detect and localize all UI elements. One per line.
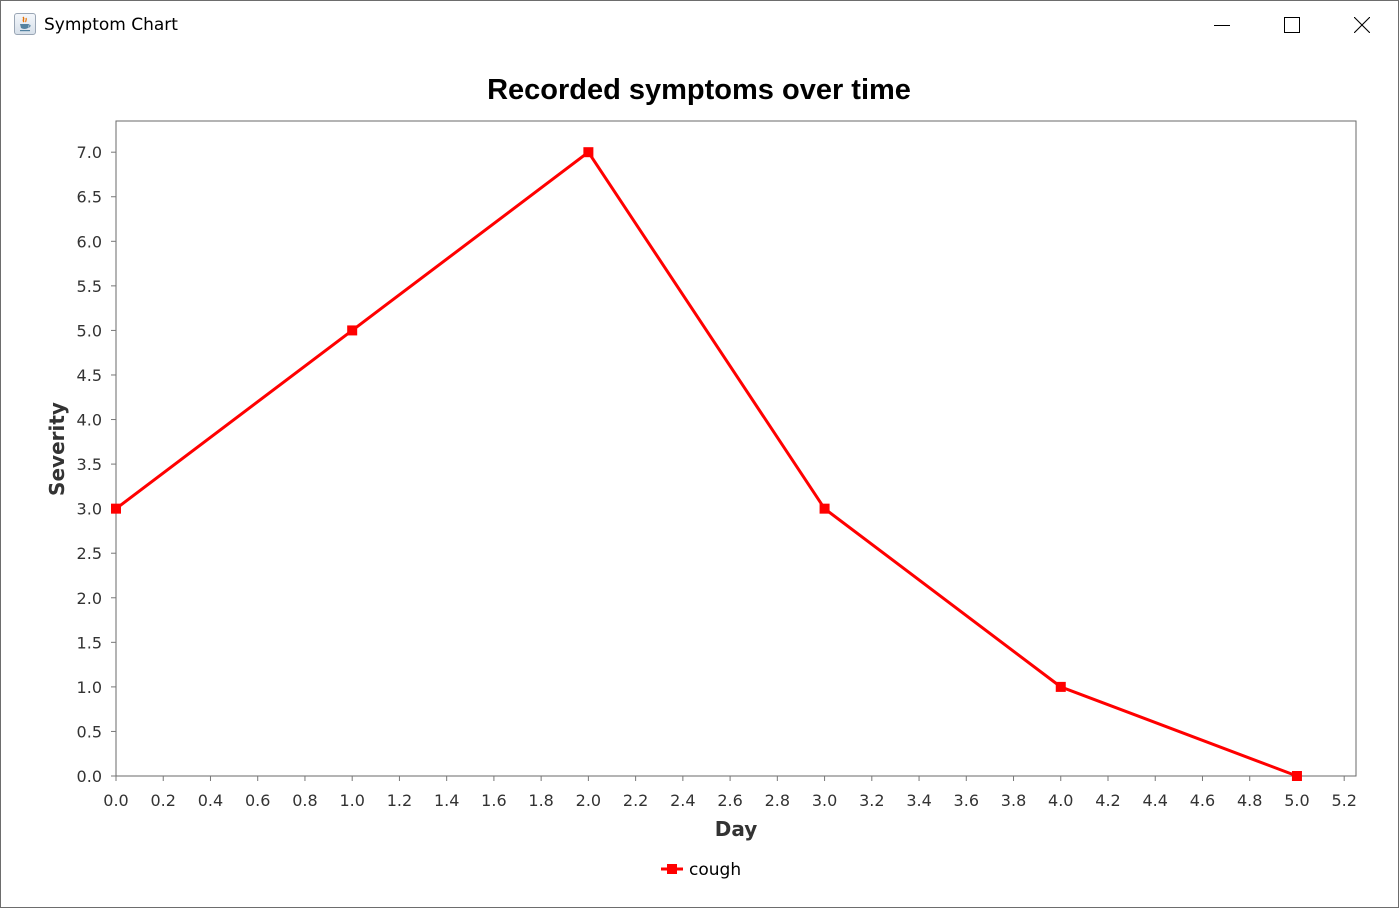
legend: cough — [661, 860, 741, 880]
x-tick-label: 3.0 — [812, 791, 837, 810]
maximize-button[interactable] — [1257, 1, 1327, 49]
x-tick-label: 1.2 — [387, 791, 412, 810]
x-tick-label: 3.4 — [906, 791, 931, 810]
plot-area — [115, 120, 1357, 777]
window-title: Symptom Chart — [44, 15, 178, 35]
x-tick-label: 0.6 — [245, 791, 270, 810]
java-cup-icon[interactable] — [14, 13, 36, 35]
y-tick-label: 0.0 — [77, 767, 102, 786]
data-point — [1291, 771, 1302, 781]
data-point — [111, 503, 121, 514]
chart-panel: Recorded symptoms over time 0.0 0.5 1.0 1.5… — [1, 49, 1398, 907]
y-tick-label: 0.5 — [77, 722, 102, 741]
maximize-icon — [1284, 17, 1300, 33]
x-tick-label: 1.6 — [481, 791, 506, 810]
minimize-icon — [1214, 25, 1230, 26]
x-tick-label: 3.8 — [1001, 791, 1026, 810]
x-axis: 0.0 0.2 0.4 0.6 0.8 1.0 1.2 1.4 1.6 1.8 2.0 2.2 2.4 2… — [103, 776, 1357, 810]
data-point — [583, 147, 594, 158]
close-button[interactable] — [1327, 1, 1397, 49]
data-point — [819, 503, 830, 514]
x-tick-label: 0.8 — [292, 791, 317, 810]
x-tick-label: 1.8 — [528, 791, 553, 810]
y-tick-label: 3.5 — [77, 455, 102, 474]
x-tick-label: 4.2 — [1095, 791, 1120, 810]
close-icon — [1354, 17, 1370, 33]
line-chart: Recorded symptoms over time 0.0 0.5 1.0 1.5… — [45, 74, 1357, 880]
series-layer — [111, 147, 1302, 781]
x-tick-label: 0.2 — [151, 791, 176, 810]
x-tick-label: 1.0 — [339, 791, 364, 810]
x-tick-label: 4.8 — [1237, 791, 1262, 810]
x-tick-label: 0.4 — [198, 791, 223, 810]
x-axis-label: Day — [715, 817, 758, 841]
x-tick-label: 2.4 — [670, 791, 695, 810]
x-tick-label: 1.4 — [434, 791, 459, 810]
x-tick-label: 5.0 — [1284, 791, 1309, 810]
y-tick-label: 5.0 — [77, 321, 102, 340]
x-tick-label: 2.6 — [717, 791, 742, 810]
y-tick-label: 1.0 — [77, 678, 102, 697]
chart-title: Recorded symptoms over time — [487, 74, 911, 106]
x-tick-label: 3.6 — [954, 791, 979, 810]
y-tick-label: 6.0 — [77, 232, 102, 251]
y-tick-label: 2.5 — [77, 544, 102, 563]
y-tick-label: 3.0 — [77, 500, 102, 519]
y-tick-label: 7.0 — [77, 143, 102, 162]
x-tick-label: 4.6 — [1190, 791, 1215, 810]
y-tick-label: 2.0 — [77, 589, 102, 608]
x-tick-label: 5.2 — [1331, 791, 1356, 810]
x-tick-label: 3.2 — [859, 791, 884, 810]
y-tick-label: 6.5 — [77, 188, 102, 207]
legend-label: cough — [689, 860, 741, 880]
y-tick-label: 1.5 — [77, 633, 102, 652]
y-tick-label: 4.5 — [77, 366, 102, 385]
legend-marker — [667, 864, 677, 874]
minimize-button[interactable] — [1187, 1, 1257, 49]
x-tick-label: 0.0 — [103, 791, 128, 810]
series-line-cough — [115, 150, 1298, 778]
data-point — [1055, 681, 1066, 692]
data-point — [347, 325, 358, 336]
y-axis: 0.0 0.5 1.0 1.5 2.0 2.5 3.0 3.5 4.0 4.5 5.0 5.5 6.0 6… — [77, 143, 116, 786]
y-axis-label: Severity — [45, 402, 69, 496]
y-tick-label: 5.5 — [77, 277, 102, 296]
x-tick-label: 4.4 — [1143, 791, 1168, 810]
title-bar[interactable]: Symptom Chart — [1, 1, 1398, 49]
x-tick-label: 2.2 — [623, 791, 648, 810]
y-tick-label: 4.0 — [77, 411, 102, 430]
x-tick-label: 4.0 — [1048, 791, 1073, 810]
x-tick-label: 2.8 — [765, 791, 790, 810]
x-tick-label: 2.0 — [576, 791, 601, 810]
